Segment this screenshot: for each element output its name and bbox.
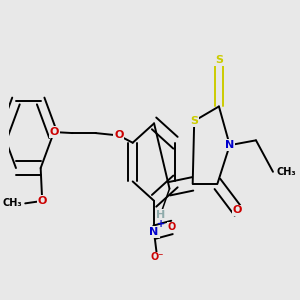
Text: O: O [233,206,242,215]
Text: O⁻: O⁻ [151,252,164,262]
Text: N: N [149,227,159,237]
Text: CH₃: CH₃ [277,167,296,177]
Text: H: H [156,210,165,220]
Text: O: O [114,130,124,140]
Text: S: S [215,56,223,65]
Text: CH₃: CH₃ [2,198,22,208]
Text: N: N [225,140,234,150]
Text: S: S [190,116,198,126]
Text: O: O [38,196,47,206]
Text: +: + [157,218,165,229]
Text: O: O [168,222,176,233]
Text: O: O [50,127,59,137]
